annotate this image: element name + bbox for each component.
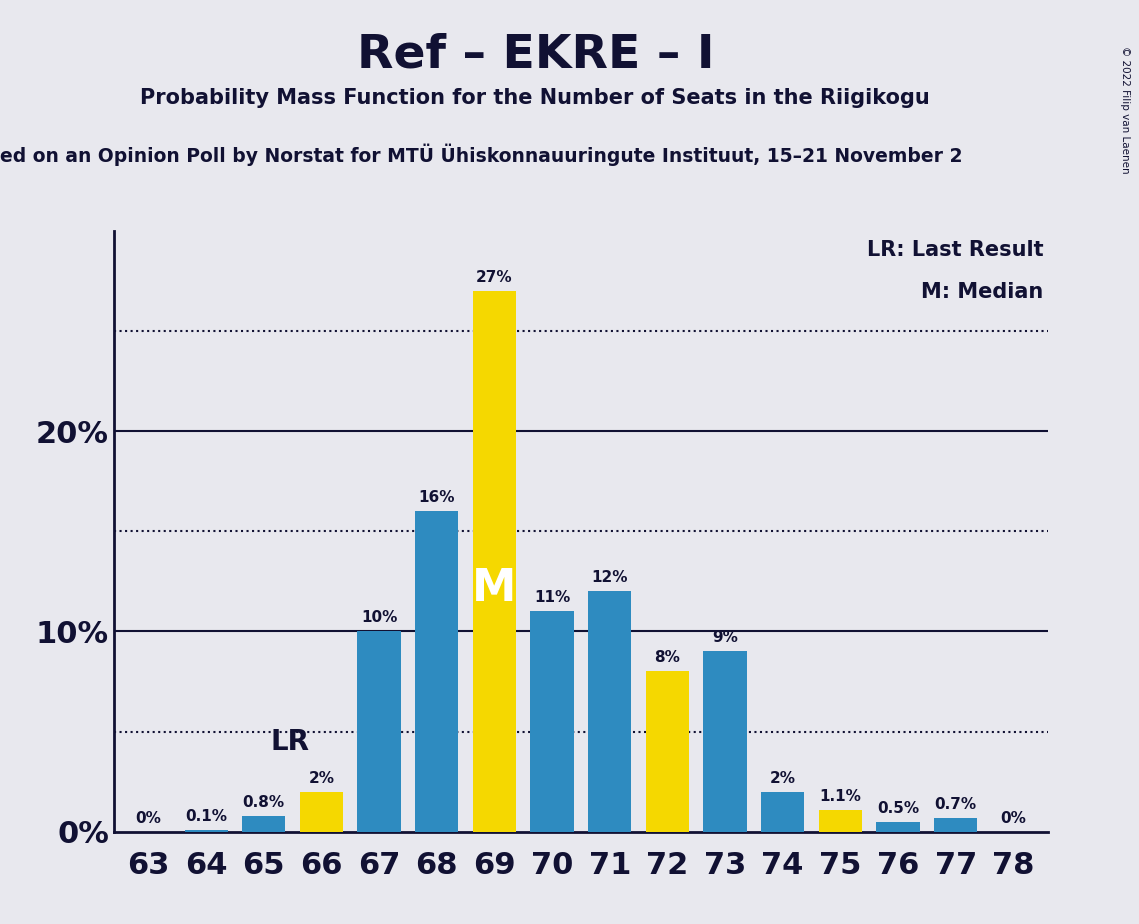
Bar bbox=[300, 792, 343, 832]
Bar bbox=[646, 672, 689, 832]
Bar bbox=[934, 818, 977, 832]
Text: M: M bbox=[473, 566, 517, 610]
Text: 8%: 8% bbox=[655, 650, 680, 665]
Text: 0.8%: 0.8% bbox=[243, 795, 285, 809]
Bar bbox=[473, 291, 516, 832]
Text: 1.1%: 1.1% bbox=[819, 788, 861, 804]
Text: 12%: 12% bbox=[591, 570, 628, 586]
Text: 9%: 9% bbox=[712, 630, 738, 645]
Bar bbox=[243, 816, 286, 832]
Text: Probability Mass Function for the Number of Seats in the Riigikogu: Probability Mass Function for the Number… bbox=[140, 88, 931, 108]
Bar bbox=[761, 792, 804, 832]
Text: 0%: 0% bbox=[1000, 810, 1026, 826]
Bar bbox=[588, 591, 631, 832]
Text: 10%: 10% bbox=[361, 611, 398, 626]
Text: ed on an Opinion Poll by Norstat for MTÜ Ühiskonnauuringute Instituut, 15–21 Nov: ed on an Opinion Poll by Norstat for MTÜ… bbox=[0, 143, 962, 165]
Bar bbox=[531, 612, 574, 832]
Text: 27%: 27% bbox=[476, 270, 513, 285]
Text: 11%: 11% bbox=[534, 590, 571, 605]
Text: 16%: 16% bbox=[418, 491, 454, 505]
Bar bbox=[704, 651, 747, 832]
Text: 0.7%: 0.7% bbox=[935, 796, 977, 811]
Bar bbox=[185, 830, 228, 832]
Text: M: Median: M: Median bbox=[921, 282, 1043, 302]
Bar bbox=[876, 821, 919, 832]
Text: LR: LR bbox=[270, 727, 310, 756]
Text: 0%: 0% bbox=[136, 810, 162, 826]
Text: LR: Last Result: LR: Last Result bbox=[867, 240, 1043, 260]
Text: 2%: 2% bbox=[309, 771, 335, 785]
Text: Ref – EKRE – I: Ref – EKRE – I bbox=[357, 32, 714, 78]
Bar bbox=[415, 511, 458, 832]
Text: 0.5%: 0.5% bbox=[877, 800, 919, 816]
Text: 0.1%: 0.1% bbox=[186, 808, 227, 823]
Text: 2%: 2% bbox=[770, 771, 796, 785]
Bar bbox=[819, 809, 862, 832]
Bar bbox=[358, 631, 401, 832]
Text: © 2022 Filip van Laenen: © 2022 Filip van Laenen bbox=[1121, 46, 1130, 174]
